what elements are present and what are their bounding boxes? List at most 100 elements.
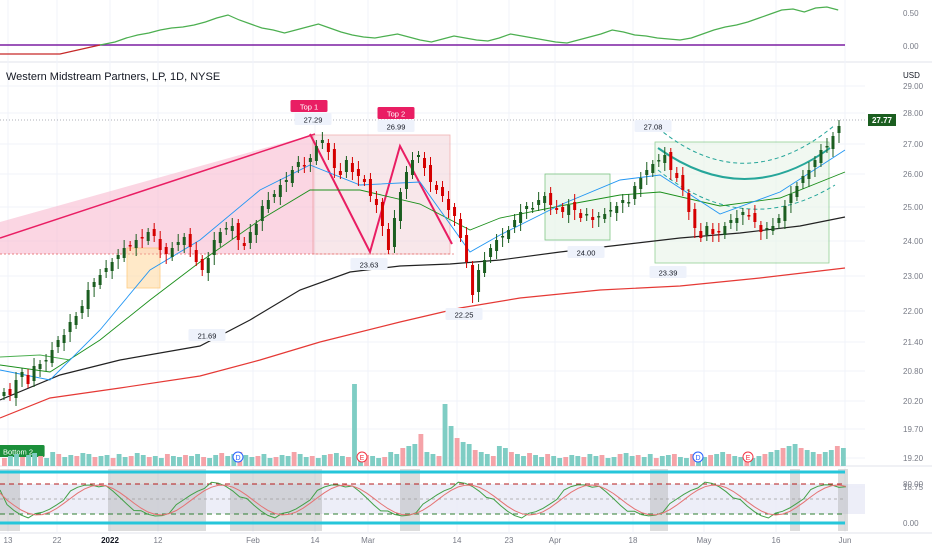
volume-bar (183, 455, 188, 466)
volume-bar (768, 452, 774, 466)
candle (627, 202, 631, 204)
candle (152, 229, 156, 236)
candle (272, 194, 276, 197)
candle (380, 202, 384, 226)
time-tick: 22 (53, 536, 62, 545)
price-tick: 19.70 (903, 425, 924, 434)
candle (621, 200, 625, 203)
volume-bar (98, 456, 104, 466)
volume-bar (671, 454, 677, 466)
time-tick: 14 (311, 536, 320, 545)
pattern-label: 21.69 (198, 332, 217, 341)
volume-bar (418, 434, 424, 466)
candle (507, 230, 511, 239)
time-tick: 14 (453, 536, 462, 545)
candle (531, 208, 535, 210)
event-marker-text: E (360, 455, 365, 462)
volume-bar (370, 456, 376, 466)
pattern-label: 23.63 (360, 261, 379, 270)
volume-bar (478, 452, 484, 466)
candle (302, 165, 306, 167)
candle (182, 237, 186, 245)
candle (471, 265, 475, 295)
candle (435, 185, 439, 190)
volume-bar (551, 456, 557, 466)
volume-bar (834, 446, 840, 466)
candle (543, 196, 547, 203)
candle (38, 364, 42, 369)
volume-bar (557, 458, 563, 466)
candle (176, 242, 180, 245)
volume-bar (207, 458, 213, 466)
volume-bar (279, 455, 285, 466)
orange-box (126, 247, 161, 289)
cup-curve-dash (657, 124, 836, 164)
volume-bar (38, 456, 44, 466)
volume-bar (828, 450, 834, 466)
candle (615, 206, 619, 213)
volume-bar (20, 457, 25, 466)
candle (555, 208, 559, 210)
candle (579, 213, 583, 218)
volume-bar (140, 455, 146, 466)
price-tick: 27.00 (903, 140, 924, 149)
pattern-label: 26.99 (387, 123, 406, 132)
candle (350, 163, 354, 172)
volume-bar (515, 454, 520, 466)
ema-start (0, 354, 71, 361)
candle (687, 193, 691, 212)
volume-bar (774, 450, 780, 466)
volume-bar (128, 456, 134, 466)
volume-bar (297, 454, 303, 466)
volume-bar (545, 454, 551, 466)
volume-bar (647, 454, 653, 466)
price-tick: 28.00 (903, 109, 924, 118)
candle (80, 306, 84, 313)
volume-bar (472, 450, 478, 466)
volume-bar (68, 455, 74, 466)
volume-bar (189, 456, 194, 466)
candle (639, 178, 643, 189)
candle (657, 160, 661, 162)
time-tick: 18 (629, 536, 638, 545)
volume-bar (593, 456, 599, 466)
stoch-highlight (790, 469, 800, 531)
volume-bar (581, 457, 587, 466)
price-tick: 26.00 (903, 170, 924, 179)
candle (483, 260, 487, 273)
candle (681, 175, 685, 190)
volume-bar (14, 454, 19, 466)
volume-bar (690, 454, 695, 466)
volume-bar (738, 457, 744, 466)
volume-bar (2, 458, 7, 466)
candle (561, 207, 565, 212)
candle (813, 160, 817, 167)
volume-bar (158, 458, 164, 466)
volume-bar (575, 456, 581, 466)
volume-bar (201, 457, 207, 466)
volume-bar (599, 455, 605, 466)
candle (320, 140, 324, 143)
volume-bar (171, 456, 176, 466)
time-tick: 13 (4, 536, 13, 545)
time-tick: 16 (772, 536, 781, 545)
price-tick: 24.00 (903, 237, 924, 246)
volume-bar (804, 450, 810, 466)
candle (459, 219, 463, 238)
candle (200, 259, 204, 270)
price-axis: USD 29.00 28.00 27.00 26.00 25.00 24.00 23.00 22… (868, 9, 924, 528)
candle (44, 360, 48, 362)
volume-bar (436, 456, 442, 466)
label-bg (350, 258, 388, 270)
candle (74, 316, 78, 325)
candle (254, 224, 258, 235)
volume-bar (243, 455, 249, 466)
candle (26, 375, 30, 384)
volume-bar (50, 452, 56, 466)
volume-bar (539, 457, 545, 466)
price-tick: 29.00 (903, 82, 924, 91)
pattern-label: 22.25 (455, 311, 474, 320)
volume-bar (26, 455, 31, 466)
candle (134, 240, 138, 248)
